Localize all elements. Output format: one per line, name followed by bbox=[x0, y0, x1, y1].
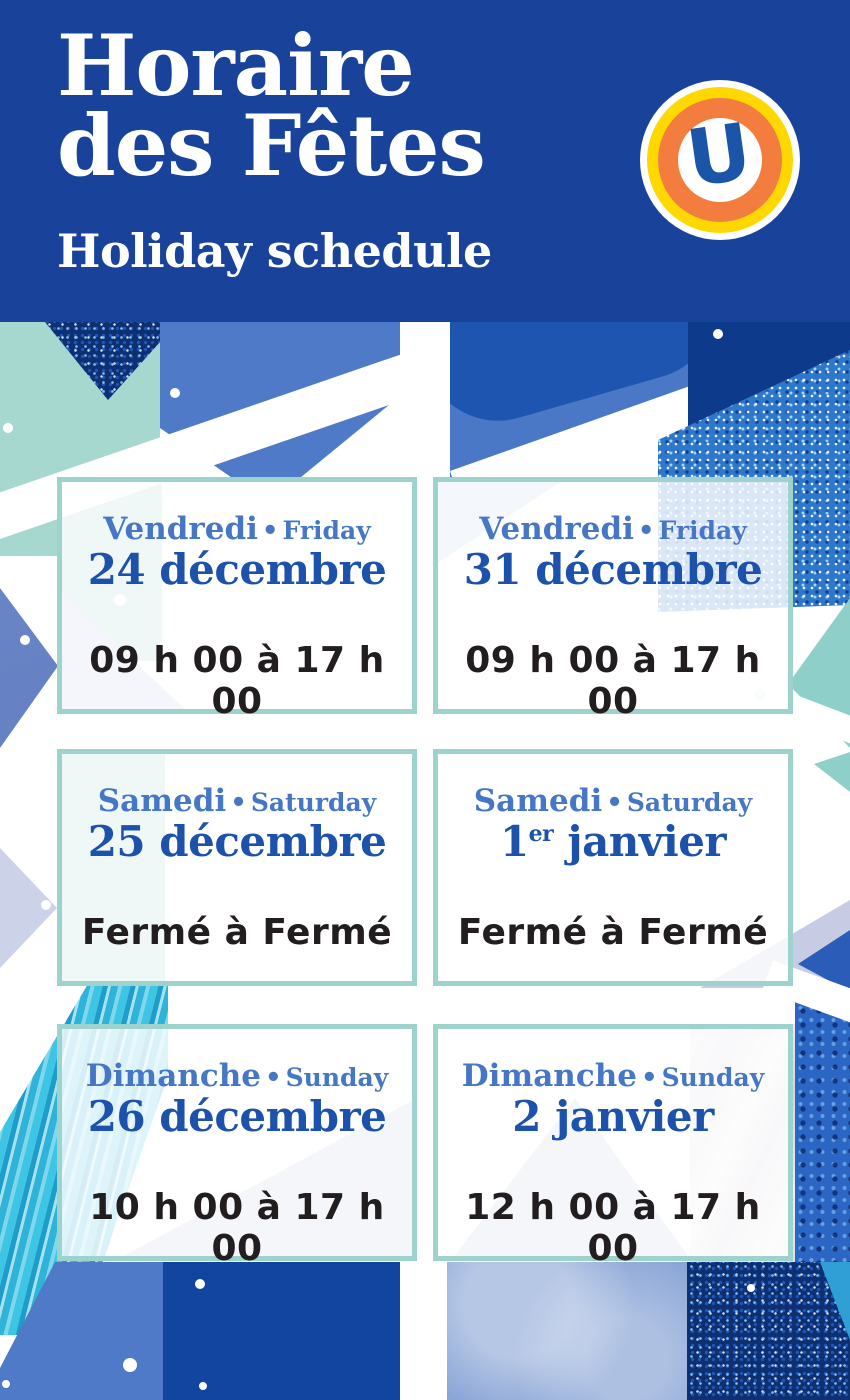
date-text: 2 janvier bbox=[512, 1092, 714, 1142]
schedule-card-sunday-dec26: Dimanche • Sunday 26 décembre 10 h 00 à 17… bbox=[57, 1024, 417, 1269]
snow-dot bbox=[199, 1382, 207, 1390]
date-text: 31 décembre bbox=[463, 545, 763, 595]
card-date: 25 décembre bbox=[62, 817, 412, 867]
day-separator: • bbox=[637, 516, 655, 546]
logo-core: U bbox=[678, 107, 762, 205]
card-day-line: Vendredi • Friday bbox=[438, 512, 788, 546]
day-label-en: Friday bbox=[282, 516, 371, 545]
card-day-line: Samedi • Saturday bbox=[62, 784, 412, 818]
day-label-fr: Vendredi bbox=[103, 511, 258, 547]
page-subtitle: Holiday schedule bbox=[57, 224, 492, 278]
day-label-en: Sunday bbox=[285, 1063, 389, 1092]
day-label-en: Saturday bbox=[626, 788, 753, 817]
day-separator: • bbox=[261, 516, 279, 546]
card-day-line: Dimanche • Sunday bbox=[438, 1059, 788, 1093]
date-text-rest: janvier bbox=[553, 817, 727, 867]
day-separator: • bbox=[606, 788, 623, 818]
schedule-card-sunday-jan2: Dimanche • Sunday 2 janvier 12 h 00 à 17 h… bbox=[433, 1024, 793, 1269]
collage-watercolor-bottom bbox=[447, 1262, 687, 1400]
day-label-en: Sunday bbox=[661, 1063, 765, 1092]
date-text: 24 décembre bbox=[87, 545, 387, 595]
schedule-card-saturday-dec25: Samedi • Saturday 25 décembre Fermé à Ferm… bbox=[57, 749, 417, 986]
card-date: 31 décembre bbox=[438, 545, 788, 595]
card-hours: 10 h 00 à 17 h 00 bbox=[89, 1187, 385, 1270]
page-title-line2: des Fêtes bbox=[57, 95, 486, 195]
card-day-line: Dimanche • Sunday bbox=[62, 1059, 412, 1093]
snow-dot bbox=[3, 423, 13, 433]
schedule-card-friday-dec24: Vendredi • Friday 24 décembre 09 h 00 à 17… bbox=[57, 477, 417, 722]
day-label-en: Saturday bbox=[250, 788, 377, 817]
day-label-fr: Vendredi bbox=[479, 511, 634, 547]
card-hours: 12 h 00 à 17 h 00 bbox=[465, 1187, 761, 1270]
day-label-fr: Samedi bbox=[97, 783, 227, 819]
logo-yellow-ring: U bbox=[647, 87, 793, 233]
card-day-line: Vendredi • Friday bbox=[62, 512, 412, 546]
date-text: 26 décembre bbox=[87, 1092, 387, 1142]
schedule-card-friday-dec31: Vendredi • Friday 31 décembre 09 h 00 à 17… bbox=[433, 477, 793, 722]
card-hours: 09 h 00 à 17 h 00 bbox=[465, 640, 761, 723]
schedule-card-saturday-jan1: Samedi • Saturday 1er janvier Fermé à Ferm… bbox=[433, 749, 793, 986]
snow-dot bbox=[2, 1380, 10, 1388]
brand-logo: U bbox=[640, 80, 800, 240]
page-title-line1: Horaire bbox=[57, 16, 415, 115]
day-label-fr: Dimanche bbox=[461, 1058, 637, 1094]
collage-rock-strip bbox=[795, 990, 850, 1265]
snow-dot bbox=[123, 1358, 137, 1372]
date-text: 1 bbox=[499, 817, 529, 867]
card-hours: Fermé à Fermé bbox=[457, 912, 769, 954]
day-label-en: Friday bbox=[658, 516, 747, 545]
day-separator: • bbox=[264, 1063, 282, 1093]
collage-glitter-bottom bbox=[687, 1262, 850, 1400]
card-date: 2 janvier bbox=[438, 1092, 788, 1142]
card-date: 24 décembre bbox=[62, 545, 412, 595]
page-title: Horaire des Fêtes bbox=[57, 16, 486, 195]
day-label-fr: Samedi bbox=[473, 783, 603, 819]
logo-u-letter: U bbox=[681, 107, 758, 206]
date-ordinal: er bbox=[528, 821, 554, 848]
day-separator: • bbox=[640, 1063, 658, 1093]
snow-dot bbox=[41, 900, 51, 910]
day-label-fr: Dimanche bbox=[85, 1058, 261, 1094]
card-day-line: Samedi • Saturday bbox=[438, 784, 788, 818]
snow-dot bbox=[20, 635, 30, 645]
card-date: 1er janvier bbox=[438, 817, 788, 867]
logo-orange-ring: U bbox=[658, 98, 782, 222]
snow-dot bbox=[713, 329, 723, 339]
day-separator: • bbox=[230, 788, 247, 818]
snow-dot bbox=[747, 1284, 755, 1292]
header-banner: Horaire des Fêtes Holiday schedule U bbox=[0, 0, 850, 322]
card-date: 26 décembre bbox=[62, 1092, 412, 1142]
card-hours: 09 h 00 à 17 h 00 bbox=[89, 640, 385, 723]
card-hours: Fermé à Fermé bbox=[81, 912, 393, 954]
date-text: 25 décembre bbox=[87, 817, 387, 867]
snow-dot bbox=[170, 388, 180, 398]
snow-dot bbox=[195, 1279, 205, 1289]
